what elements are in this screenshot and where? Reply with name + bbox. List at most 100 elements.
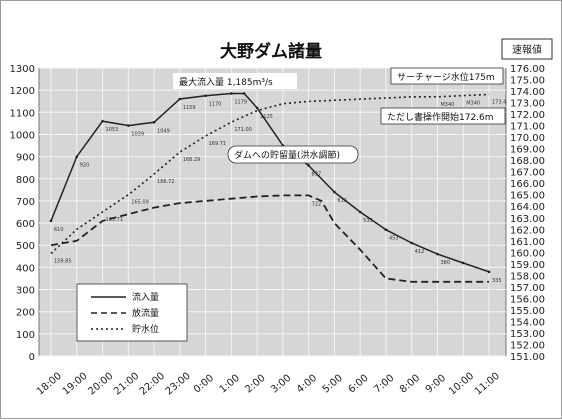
data-label: 163.71 <box>106 217 124 223</box>
y-right-tick-label: 164.00 <box>510 202 545 213</box>
data-label: 173.4 <box>492 99 506 105</box>
series-point-0 <box>307 164 310 167</box>
y-right-tick-label: 152.00 <box>510 340 545 351</box>
y-right-tick-label: 155.00 <box>510 306 545 317</box>
y-right-tick-label: 162.00 <box>510 225 545 236</box>
series-layer <box>49 92 491 283</box>
legend-label-outflow: 放流量 <box>132 307 159 319</box>
x-tick-label: 2:00 <box>243 373 267 396</box>
series-point-0 <box>333 190 336 194</box>
y-left-tick-label: 0 <box>29 352 35 363</box>
y-right-tick-label: 175.00 <box>510 76 545 87</box>
data-label: 159.85 <box>54 258 72 264</box>
data-label: 453 <box>389 236 399 242</box>
x-tick-label: 0:00 <box>192 373 216 396</box>
y-right-tick-label: 168.00 <box>510 156 545 167</box>
y-right-tick-label: 156.00 <box>510 294 545 305</box>
x-tick-label: 19:00 <box>61 371 90 398</box>
x-tick-label: 1:00 <box>218 373 242 396</box>
y-right-tick-label: 170.00 <box>510 133 545 144</box>
data-label: 1053 <box>106 127 119 133</box>
annotation-flood-storage-text: ダムへの貯留量(洪水調節) <box>234 149 340 161</box>
y-left-tick-label: 1200 <box>10 86 35 97</box>
annotation-max-inflow: 最大流入量 1,185m³/s <box>173 73 297 89</box>
series-point-0 <box>384 228 388 232</box>
y-left-tick-label: 400 <box>16 263 35 274</box>
x-tick-label: 22:00 <box>138 371 167 398</box>
y-left-tick-label: 1300 <box>10 64 35 75</box>
y-left-tick-label: 500 <box>16 241 35 252</box>
data-label: 165.09 <box>131 200 149 206</box>
data-label: M340 <box>440 102 454 108</box>
data-label: 920 <box>80 163 90 169</box>
x-tick-label: 11:00 <box>473 371 502 398</box>
series-line-2 <box>50 93 490 255</box>
y-left-tick-label: 1100 <box>10 108 35 119</box>
y-right-tick-label: 171.00 <box>510 122 545 133</box>
data-label: 380 <box>440 260 450 266</box>
y-right-tick-label: 167.00 <box>510 168 545 179</box>
y-right-tick-label: 176.00 <box>510 64 545 75</box>
chart-title: 大野ダム諸量 <box>220 41 322 62</box>
series-point-0 <box>230 92 233 95</box>
x-tick-label: 4:00 <box>295 373 319 396</box>
y-right-tick-label: 160.00 <box>510 248 545 259</box>
y-right-tick-label: 163.00 <box>510 214 545 225</box>
series-point-0 <box>410 241 414 245</box>
legend: 流入量 放流量 貯水位 <box>76 283 188 342</box>
data-label: 610 <box>54 227 64 233</box>
y-right-tick-label: 158.00 <box>510 271 545 282</box>
x-tick-label: 5:00 <box>321 373 345 396</box>
series-point-0 <box>75 155 79 158</box>
data-labels: 6109201053103910491159117011791125953837… <box>54 99 506 283</box>
y-left-tick-label: 800 <box>16 175 35 186</box>
x-tick-label: 6:00 <box>346 373 370 396</box>
annotation-surcharge: サーチャージ水位175m <box>390 67 504 85</box>
data-label: 171.00 <box>234 127 252 133</box>
y-left-tick-label: 300 <box>16 286 35 297</box>
data-label: 1039 <box>131 132 144 138</box>
series-line-1 <box>50 194 489 283</box>
series-point-0 <box>436 252 439 256</box>
data-label: 1049 <box>157 128 170 134</box>
y-left-tick-label: 100 <box>16 330 35 341</box>
data-label: 1170 <box>209 102 222 108</box>
data-label: 1179 <box>234 99 247 105</box>
annotation-proviso-text: ただし書操作開始172.6m <box>387 111 494 123</box>
y-left-tick-label: 700 <box>16 197 35 208</box>
badge-box <box>501 38 553 60</box>
data-label: 722 <box>312 201 322 207</box>
legend-label-inflow: 流入量 <box>132 291 159 303</box>
y-left-tick-label: 1000 <box>10 130 35 141</box>
x-tick-label: 7:00 <box>372 373 396 396</box>
x-tick-label: 3:00 <box>269 373 293 396</box>
x-tick-label: 9:00 <box>424 373 448 396</box>
x-tick-label: 18:00 <box>35 371 64 398</box>
data-label: 335 <box>492 278 502 284</box>
annotation-surcharge-text: サーチャージ水位175m <box>397 71 495 83</box>
data-label: 1159 <box>183 105 196 111</box>
series-point-0 <box>358 210 362 214</box>
y-right-tick-label: 169.00 <box>510 145 545 156</box>
y-left-tick-label: 900 <box>16 153 35 164</box>
x-tick-label: 23:00 <box>164 371 193 398</box>
y-right-tick-label: 153.00 <box>510 329 545 340</box>
right-axis: 151.00152.00153.00154.00155.00156.00157.… <box>510 64 545 363</box>
y-right-tick-label: 166.00 <box>510 179 545 190</box>
y-right-tick-label: 159.00 <box>510 260 545 271</box>
y-right-tick-label: 173.00 <box>510 99 545 110</box>
series-point-0 <box>461 261 465 265</box>
data-label: 616 <box>337 198 347 204</box>
left-axis: 0 100 200 300 400 500 600 700 800 900 1000 1100 1200… <box>10 64 35 363</box>
data-label: 168.29 <box>183 157 201 163</box>
series-point-0 <box>49 219 53 223</box>
data-label: 166.72 <box>157 179 175 185</box>
series-point-0 <box>204 94 207 97</box>
y-right-tick-label: 172.00 <box>510 110 545 121</box>
annotation-flood-storage: ダムへの貯留量(洪水調節) <box>227 145 359 164</box>
series-point-0 <box>178 97 182 101</box>
y-right-tick-label: 154.00 <box>510 317 545 328</box>
